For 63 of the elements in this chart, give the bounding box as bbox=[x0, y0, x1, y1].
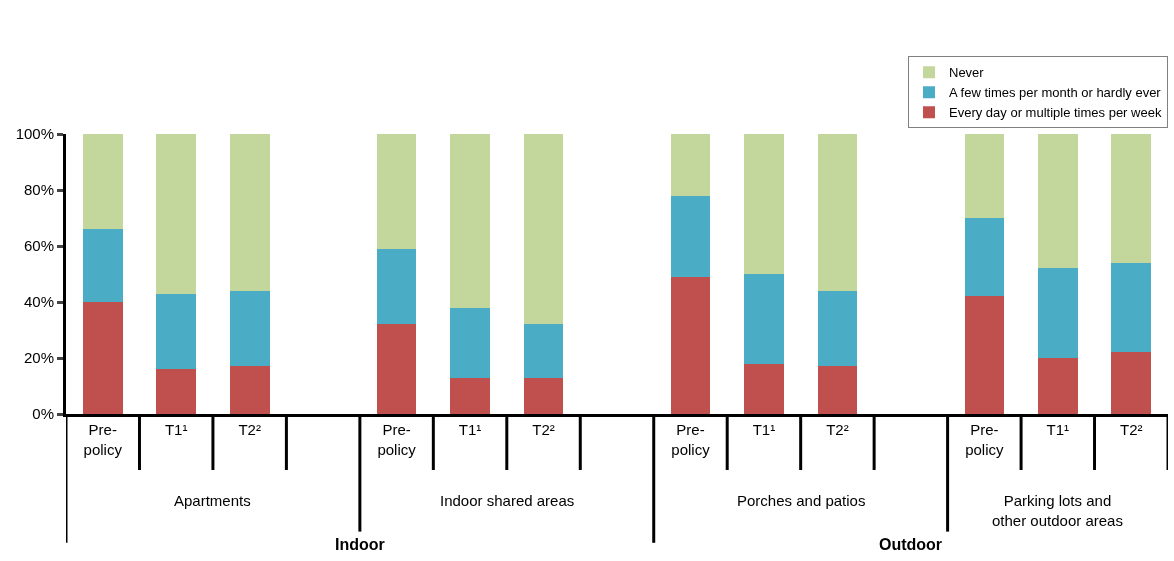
x-tick-label: T1¹ bbox=[752, 421, 776, 438]
legend-label: Every day or multiple times per week bbox=[949, 105, 1162, 121]
bar bbox=[817, 134, 858, 291]
bar bbox=[450, 377, 490, 414]
bar bbox=[156, 293, 197, 370]
bar bbox=[376, 324, 417, 414]
bar bbox=[1111, 262, 1152, 353]
bar bbox=[229, 134, 270, 291]
bar bbox=[1037, 268, 1078, 358]
text: Porches and patios bbox=[737, 492, 866, 509]
x-tick-label: Pre- policy bbox=[377, 421, 417, 458]
bar bbox=[229, 366, 270, 414]
bar bbox=[156, 134, 197, 294]
y-tick-label: 20% bbox=[23, 349, 54, 367]
x-tick-label: T2² bbox=[826, 421, 849, 438]
bar bbox=[156, 369, 197, 414]
y-tick-label: 40% bbox=[23, 293, 54, 311]
text: Apartments bbox=[174, 492, 251, 509]
y-tick-label: 0% bbox=[32, 405, 54, 423]
bar bbox=[1111, 352, 1152, 414]
bar bbox=[1037, 358, 1078, 414]
x-tick-label: T2² bbox=[238, 421, 261, 438]
bar bbox=[450, 307, 490, 378]
x-tick-label: T2² bbox=[1120, 421, 1143, 438]
text: Indoor shared areas bbox=[440, 492, 575, 509]
text: Outdoor bbox=[879, 536, 943, 553]
text: Parking lots and other outdoor areas bbox=[992, 492, 1123, 529]
bar bbox=[744, 363, 784, 414]
y-tick-label: 80% bbox=[23, 181, 54, 199]
bar bbox=[817, 290, 858, 367]
x-tick-label: T1¹ bbox=[1046, 421, 1070, 438]
bar bbox=[670, 134, 711, 196]
x-tick-label: Pre- policy bbox=[83, 421, 123, 458]
bar bbox=[523, 134, 564, 325]
bar bbox=[82, 302, 123, 414]
bar bbox=[229, 290, 270, 367]
x-tick-label: Pre- policy bbox=[671, 421, 711, 458]
legend-label: A few times per month or hardly ever bbox=[949, 85, 1162, 101]
bar bbox=[82, 229, 123, 302]
bar bbox=[1111, 134, 1152, 263]
text: Indoor bbox=[335, 536, 385, 553]
x-tick-label: Pre- policy bbox=[965, 421, 1004, 458]
bar bbox=[450, 134, 490, 308]
bar bbox=[670, 276, 711, 414]
y-tick-label: 100% bbox=[15, 125, 54, 143]
x-tick-label: T2² bbox=[532, 421, 555, 438]
bar bbox=[82, 134, 123, 230]
bar bbox=[964, 134, 1005, 218]
bar bbox=[523, 324, 564, 378]
bar bbox=[744, 274, 784, 364]
bar bbox=[376, 248, 417, 325]
bar bbox=[523, 377, 564, 414]
x-tick-label: T1¹ bbox=[458, 421, 482, 438]
bar bbox=[744, 134, 784, 274]
bar bbox=[376, 134, 417, 249]
x-tick-label: T1¹ bbox=[164, 421, 188, 438]
legend-label: Never bbox=[949, 65, 985, 81]
y-tick-label: 60% bbox=[23, 237, 54, 255]
bar bbox=[1037, 134, 1078, 269]
bar bbox=[670, 195, 711, 277]
bar bbox=[964, 218, 1005, 297]
bar bbox=[817, 366, 858, 414]
bar bbox=[964, 296, 1005, 414]
